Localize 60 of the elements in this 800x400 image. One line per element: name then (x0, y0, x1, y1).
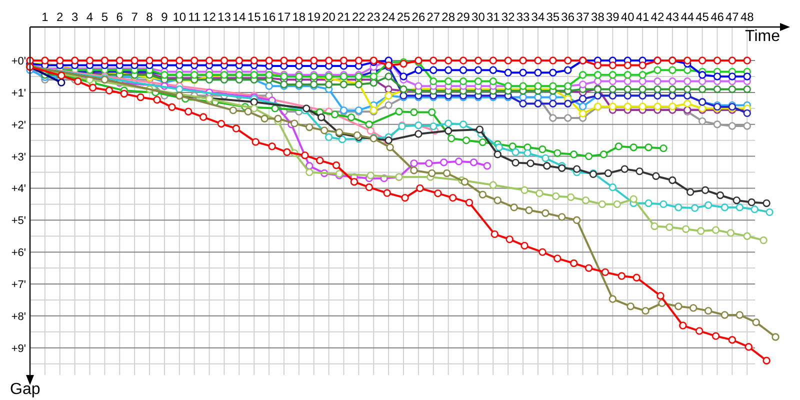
x-tick-label: 24 (382, 10, 396, 24)
x-tick-label: 7 (131, 10, 138, 24)
x-tick-label: 5 (101, 10, 108, 24)
x-axis-title: Time (745, 28, 780, 45)
y-tick-label: +2' (11, 119, 26, 132)
x-tick-label: 18 (292, 10, 306, 24)
x-tick-label: 17 (277, 10, 291, 24)
x-tick-label: 15 (247, 10, 262, 24)
x-tick-label: 3 (71, 10, 78, 24)
x-tick-label: 32 (501, 10, 516, 24)
x-tick-label: 48 (740, 10, 754, 24)
x-tick-label: 38 (591, 10, 605, 24)
x-tick-label: 27 (426, 10, 440, 24)
x-tick-label: 47 (726, 10, 740, 24)
x-tick-label: 29 (456, 10, 470, 24)
x-tick-label: 34 (531, 10, 545, 24)
x-tick-label: 14 (232, 10, 246, 24)
x-tick-label: 33 (516, 10, 530, 24)
x-tick-label: 1 (42, 10, 49, 24)
x-tick-label: 43 (666, 10, 680, 24)
x-tick-label: 11 (188, 10, 201, 24)
x-tick-label: 28 (442, 10, 456, 24)
x-tick-label: 36 (561, 10, 575, 24)
x-tick-label: 9 (161, 10, 168, 24)
y-tick-label: +1' (11, 87, 26, 100)
x-tick-label: 21 (337, 10, 351, 24)
x-tick-label: 37 (576, 10, 590, 24)
y-tick-label: +4' (11, 183, 26, 196)
x-tick-label: 31 (486, 10, 500, 24)
x-tick-label: 13 (218, 10, 232, 24)
y-tick-label: +7' (11, 279, 26, 292)
x-tick-label: 16 (262, 10, 276, 24)
x-tick-label: 4 (86, 10, 94, 24)
x-tick-label: 44 (680, 10, 694, 24)
x-tick-label: 10 (172, 10, 186, 24)
x-tick-label: 12 (202, 10, 216, 24)
y-tick-label: +5' (11, 215, 26, 228)
y-tick-label: +0' (11, 56, 26, 68)
x-tick-label: 30 (472, 10, 486, 24)
y-axis-title: Gap (10, 381, 40, 398)
x-tick-label: 40 (620, 10, 635, 24)
x-tick-label: 8 (146, 10, 154, 24)
y-tick-label: +3' (11, 151, 26, 164)
x-tick-label: 23 (366, 10, 381, 24)
x-tick-label: 6 (116, 10, 124, 24)
y-tick-label: +6' (11, 247, 26, 260)
x-tick-label: 22 (352, 10, 366, 24)
x-tick-label: 26 (412, 10, 426, 24)
x-tick-label: 45 (696, 10, 710, 24)
y-tick-label: +8' (11, 310, 26, 323)
x-tick-label: 42 (650, 10, 664, 24)
x-tick-label: 41 (636, 10, 650, 24)
x-tick-label: 46 (710, 10, 724, 24)
y-tick-label: +9' (11, 342, 26, 355)
x-tick-label: 39 (606, 10, 620, 24)
x-tick-label: 19 (307, 10, 321, 24)
x-tick-label: 20 (322, 10, 336, 24)
x-tick-label: 2 (56, 10, 64, 24)
x-tick-label: 25 (396, 10, 410, 24)
x-tick-label: 35 (546, 10, 560, 24)
